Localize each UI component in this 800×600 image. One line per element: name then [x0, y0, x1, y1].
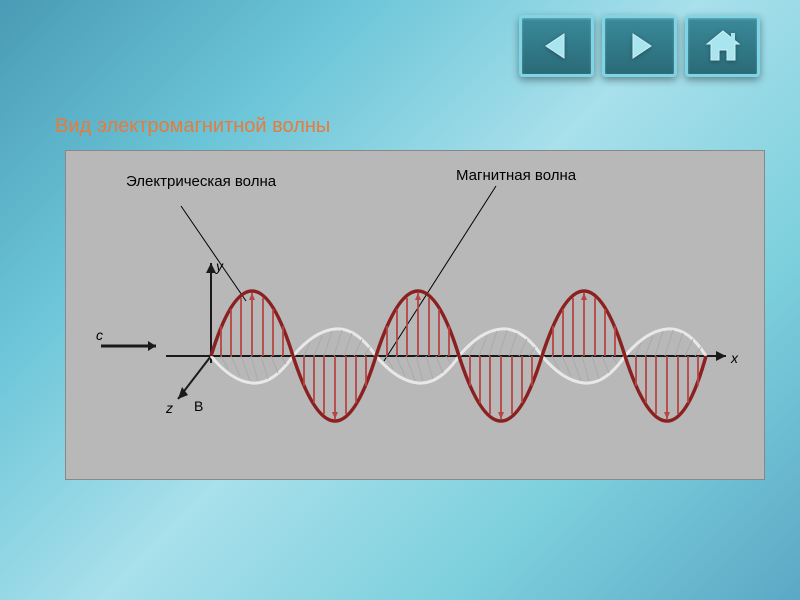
svg-text:x: x: [730, 350, 739, 366]
page-title: Вид электромагнитной волны: [55, 115, 330, 138]
triangle-right-icon: [623, 29, 657, 63]
home-button[interactable]: [685, 15, 760, 77]
triangle-left-icon: [540, 29, 574, 63]
svg-text:z: z: [165, 400, 173, 416]
prev-button[interactable]: [519, 15, 594, 77]
em-wave-diagram: Электрическая волна Магнитная волна c x …: [65, 150, 765, 480]
next-button[interactable]: [602, 15, 677, 77]
home-icon: [703, 28, 743, 64]
wave-svg: c x y z B: [66, 151, 766, 481]
svg-text:c: c: [96, 327, 103, 343]
svg-text:y: y: [215, 258, 224, 274]
svg-text:B: B: [194, 398, 203, 414]
nav-buttons: [519, 15, 760, 77]
